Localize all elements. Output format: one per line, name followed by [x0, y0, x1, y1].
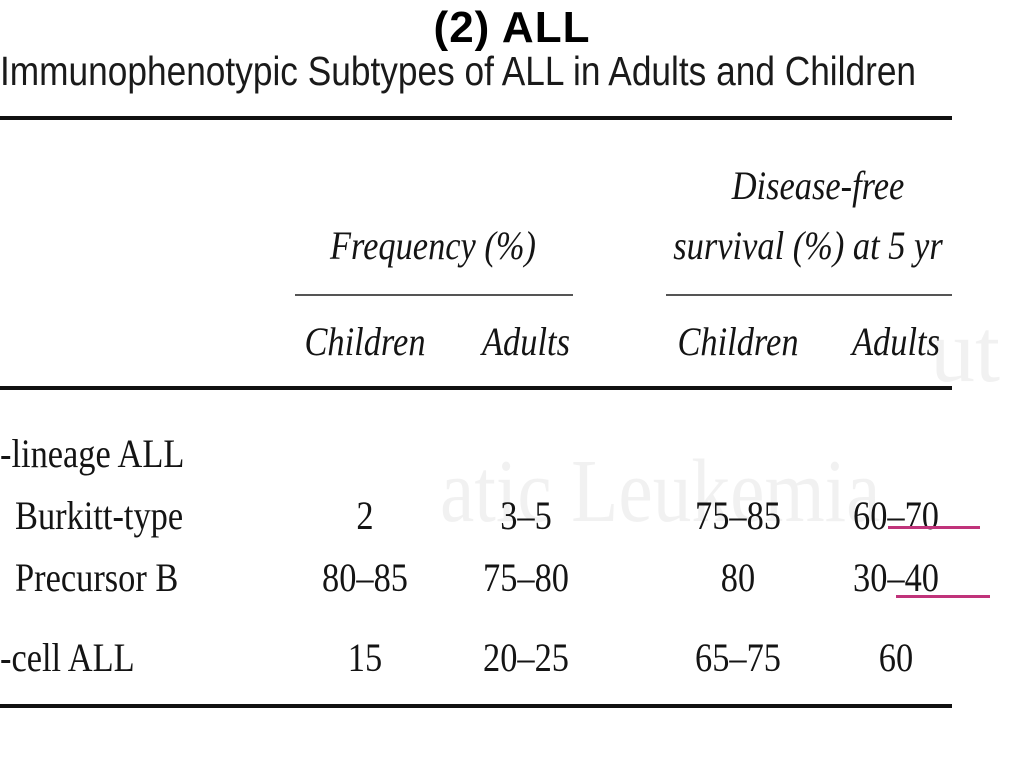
cell: 60: [878, 635, 914, 680]
slide-title: (2) ALL: [433, 3, 591, 52]
frequency-header: Frequency (%): [330, 223, 536, 268]
dfs-header-line2: survival (%) at 5 yr: [673, 223, 943, 268]
header-rule: [0, 386, 952, 390]
table-title: Immunophenotypic Subtypes of ALL in Adul…: [0, 48, 917, 94]
row-label: -lineage ALL: [0, 431, 185, 476]
highlight-underline-burkitt: [888, 526, 980, 529]
header-children-frequency: Children: [304, 319, 426, 364]
background-ghost-text-2: ut: [930, 302, 1001, 401]
header-children-dfs: Children: [677, 319, 799, 364]
cell: 75–80: [483, 555, 569, 600]
cell: 3–5: [500, 493, 552, 538]
cell: 60–70: [853, 493, 939, 538]
cell: 75–85: [695, 493, 781, 538]
header-adults-frequency: Adults: [482, 319, 570, 364]
cell: 20–25: [483, 635, 569, 680]
header-adults-dfs: Adults: [852, 319, 940, 364]
bottom-rule: [0, 704, 952, 708]
cell: 2: [356, 493, 374, 538]
dfs-header-line1: Disease-free: [731, 163, 905, 208]
row-label: Burkitt-type: [15, 493, 184, 538]
cell: 80–85: [322, 555, 408, 600]
row-label: -cell ALL: [0, 635, 135, 680]
cell: 65–75: [695, 635, 781, 680]
top-rule: [0, 116, 952, 120]
frequency-underline: [295, 294, 573, 296]
dfs-underline: [666, 294, 952, 296]
highlight-underline-precursor: [896, 595, 990, 598]
background-ghost-text-1: atic Leukemia: [440, 442, 881, 541]
row-label: Precursor B: [15, 555, 179, 600]
cell: 15: [347, 635, 383, 680]
cell: 80: [720, 555, 756, 600]
cell: 30–40: [853, 555, 939, 600]
